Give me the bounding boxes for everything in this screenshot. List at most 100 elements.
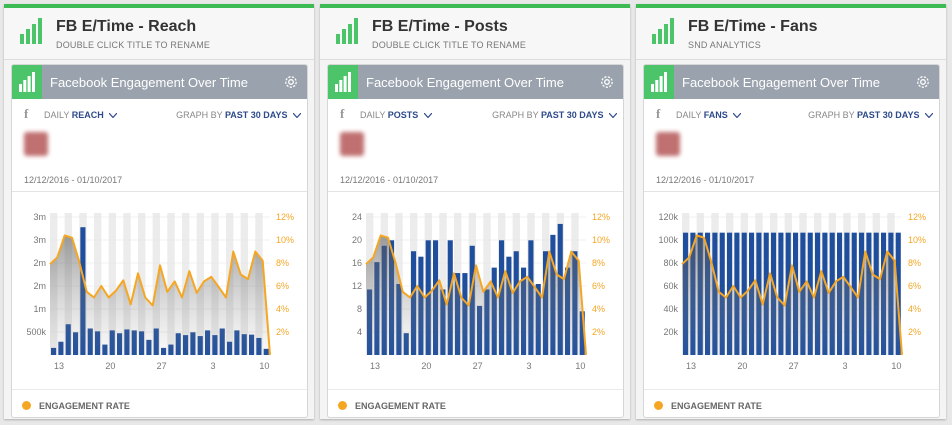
- bar-chart-icon: [652, 18, 674, 44]
- x-tick: 10: [891, 361, 901, 371]
- widget-chart-icon: [644, 65, 674, 99]
- widget-controls: f DAILY REACH GRAPH BY PAST 30 DAYS: [12, 99, 307, 129]
- engagement-area: [682, 235, 902, 355]
- x-tick: 27: [789, 361, 799, 371]
- gear-icon[interactable]: [915, 74, 931, 90]
- y-right-tick: 6%: [908, 281, 921, 291]
- y-left-tick: 20: [352, 235, 362, 245]
- widget-title: Facebook Engagement Over Time: [366, 75, 564, 90]
- engagement-line: [365, 234, 587, 356]
- y-right-tick: 8%: [276, 258, 289, 268]
- metric-value: FANS: [703, 110, 728, 120]
- x-tick: 20: [105, 361, 115, 371]
- y-right-tick: 4%: [592, 304, 605, 314]
- date-range: 12/12/2016 - 01/10/2017: [656, 175, 755, 185]
- period-selector[interactable]: GRAPH BY PAST 30 DAYS: [176, 110, 301, 120]
- y-left-tick: 20k: [663, 327, 678, 337]
- facebook-icon: f: [340, 106, 345, 121]
- widget-controls: f DAILY POSTS GRAPH BY PAST 30 DAYS: [328, 99, 623, 129]
- y-left-tick: 120k: [658, 212, 678, 222]
- metric-prefix: DAILY: [360, 110, 386, 120]
- gear-icon[interactable]: [283, 74, 299, 90]
- chevron-down-icon: [423, 113, 432, 118]
- card-subtitle: SND ANALYTICS: [688, 40, 761, 50]
- engagement-area: [50, 235, 270, 355]
- widget-header: Facebook Engagement Over Time: [12, 65, 307, 99]
- y-right-tick: 12%: [908, 212, 926, 222]
- divider: [644, 389, 939, 390]
- widget-title: Facebook Engagement Over Time: [682, 75, 880, 90]
- bg-stripe: [196, 213, 204, 355]
- facebook-icon: f: [656, 106, 661, 121]
- period-selector[interactable]: GRAPH BY PAST 30 DAYS: [808, 110, 933, 120]
- divider: [12, 191, 307, 192]
- y-right-tick: 8%: [592, 258, 605, 268]
- x-tick: 27: [157, 361, 167, 371]
- metric-selector[interactable]: DAILY POSTS: [360, 110, 432, 120]
- y-right-tick: 8%: [908, 258, 921, 268]
- y-left-tick: 2m: [33, 258, 46, 268]
- metric-selector[interactable]: DAILY FANS: [676, 110, 742, 120]
- bg-stripe: [483, 213, 491, 355]
- dashboard-card: FB E/Time - Fans SND ANALYTICS Facebook …: [636, 4, 946, 419]
- widget-chart-icon: [328, 65, 358, 99]
- y-left-tick: 100k: [658, 235, 678, 245]
- y-left-tick: 500k: [26, 327, 46, 337]
- metric-selector[interactable]: DAILY REACH: [44, 110, 118, 120]
- chart-legend: ENGAGEMENT RATE: [22, 401, 130, 411]
- chevron-down-icon: [733, 113, 742, 118]
- widget-chart-icon: [12, 65, 42, 99]
- engagement-line: [681, 234, 903, 356]
- card-title[interactable]: FB E/Time - Fans: [688, 18, 818, 35]
- card-title[interactable]: FB E/Time - Posts: [372, 18, 508, 35]
- period-prefix: GRAPH BY: [492, 110, 539, 120]
- bar-chart-icon: [335, 72, 351, 92]
- period-prefix: GRAPH BY: [808, 110, 855, 120]
- x-tick: 10: [259, 361, 269, 371]
- chevron-down-icon: [925, 113, 933, 118]
- divider: [328, 389, 623, 390]
- avatar: [24, 132, 48, 156]
- x-tick: 10: [575, 361, 585, 371]
- divider: [328, 191, 623, 192]
- widget-panel: Facebook Engagement Over Time f DAILY PO…: [327, 64, 624, 418]
- y-left-tick: 3m: [33, 212, 46, 222]
- y-right-tick: 12%: [592, 212, 610, 222]
- y-left-tick: 16: [352, 258, 362, 268]
- y-left-tick: 24: [352, 212, 362, 222]
- y-right-tick: 2%: [276, 327, 289, 337]
- engagement-line: [49, 234, 271, 356]
- y-right-tick: 2%: [592, 327, 605, 337]
- date-range: 12/12/2016 - 01/10/2017: [24, 175, 123, 185]
- metric-prefix: DAILY: [44, 110, 70, 120]
- x-tick: 3: [526, 361, 531, 371]
- y-right-tick: 6%: [592, 281, 605, 291]
- y-left-tick: 60k: [663, 281, 678, 291]
- period-prefix: GRAPH BY: [176, 110, 223, 120]
- metric-value: POSTS: [387, 110, 419, 120]
- period-selector[interactable]: GRAPH BY PAST 30 DAYS: [492, 110, 617, 120]
- bar-chart-icon: [651, 72, 667, 92]
- engagement-chart: 4 8 12 16 20 24 2% 4% 6% 8% 10% 12% 13 20 27 3 10: [352, 212, 610, 371]
- gear-icon[interactable]: [599, 74, 615, 90]
- y-left-tick: 40k: [663, 304, 678, 314]
- y-right-tick: 10%: [592, 235, 610, 245]
- card-header: FB E/Time - Fans SND ANALYTICS: [636, 8, 946, 60]
- widget-title: Facebook Engagement Over Time: [50, 75, 248, 90]
- x-tick: 3: [210, 361, 215, 371]
- y-right-tick: 12%: [276, 212, 294, 222]
- y-left-tick: 2m: [33, 281, 46, 291]
- card-subtitle: DOUBLE CLICK TITLE TO RENAME: [56, 40, 211, 50]
- divider: [644, 191, 939, 192]
- bg-stripe: [108, 213, 116, 355]
- bg-stripe: [167, 213, 175, 355]
- card-title[interactable]: FB E/Time - Reach: [56, 18, 197, 35]
- y-right-tick: 2%: [908, 327, 921, 337]
- widget-controls: f DAILY FANS GRAPH BY PAST 30 DAYS: [644, 99, 939, 129]
- x-tick: 13: [370, 361, 380, 371]
- card-header: FB E/Time - Posts DOUBLE CLICK TITLE TO …: [320, 8, 630, 60]
- engagement-chart: 20k 40k 60k 80k 100k 120k 2% 4% 6% 8% 10% 12% 13 20 27…: [658, 212, 926, 371]
- y-left-tick: 3m: [33, 235, 46, 245]
- widget-panel: Facebook Engagement Over Time f DAILY RE…: [11, 64, 308, 418]
- legend-dot: [22, 401, 31, 410]
